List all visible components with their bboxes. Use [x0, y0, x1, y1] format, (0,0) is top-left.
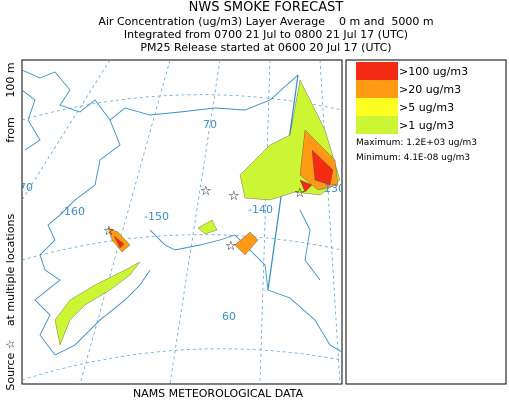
- legend-label: >1 ug/m3: [399, 119, 454, 132]
- graticule: [22, 60, 342, 384]
- lon-label: -140: [248, 203, 273, 216]
- side-height: 100 m: [4, 62, 17, 97]
- legend-swatch: [356, 80, 398, 98]
- lat-label: 60: [222, 310, 236, 323]
- svg-text:☆: ☆: [294, 186, 306, 201]
- lon-label: -150: [144, 210, 169, 223]
- smoke: [54, 79, 341, 346]
- lon-label: -130: [320, 182, 345, 195]
- map: ☆ ☆ ☆ ☆ ☆ 70 60 -170 -160 -150 -140 -130: [8, 59, 345, 385]
- subtitle-line: PM25 Release started at 0600 20 Jul 17 (…: [140, 41, 391, 54]
- legend: Maximum: 1.2E+03 ug/m3 Minimum: 4.1E-08 …: [345, 59, 507, 385]
- side-locations: at multiple locations: [4, 214, 17, 327]
- lon-label: -160: [60, 205, 85, 218]
- lon-label: -170: [8, 181, 33, 194]
- legend-swatch: [356, 62, 398, 80]
- subtitle-line: Air Concentration (ug/m3) Layer Average …: [98, 15, 433, 28]
- lat-label: 70: [203, 118, 217, 131]
- legend-label: >20 ug/m3: [399, 83, 461, 96]
- side-source: Source ☆: [4, 339, 17, 390]
- svg-text:☆: ☆: [200, 184, 212, 199]
- legend-maximum: Maximum: 1.2E+03 ug/m3: [356, 138, 477, 148]
- legend-swatch: [356, 98, 398, 116]
- map-frame: [21, 59, 343, 385]
- title: NWS SMOKE FORECAST: [189, 0, 344, 15]
- legend-swatch: [356, 116, 398, 134]
- legend-label: >5 ug/m3: [399, 101, 454, 114]
- svg-text:☆: ☆: [103, 224, 115, 239]
- legend-minimum: Minimum: 4.1E-08 ug/m3: [356, 153, 470, 163]
- side-label: Source ☆ at multiple locations from 100 …: [4, 62, 17, 390]
- subtitle-line: Integrated from 0700 21 Jul to 0800 21 J…: [124, 28, 408, 41]
- footer: NAMS METEOROLOGICAL DATA: [133, 387, 304, 400]
- legend-label: >100 ug/m3: [399, 65, 468, 78]
- sources: ☆ ☆ ☆ ☆ ☆: [103, 184, 306, 254]
- side-from: from: [4, 117, 17, 143]
- svg-text:☆: ☆: [228, 189, 240, 204]
- svg-text:☆: ☆: [225, 239, 237, 254]
